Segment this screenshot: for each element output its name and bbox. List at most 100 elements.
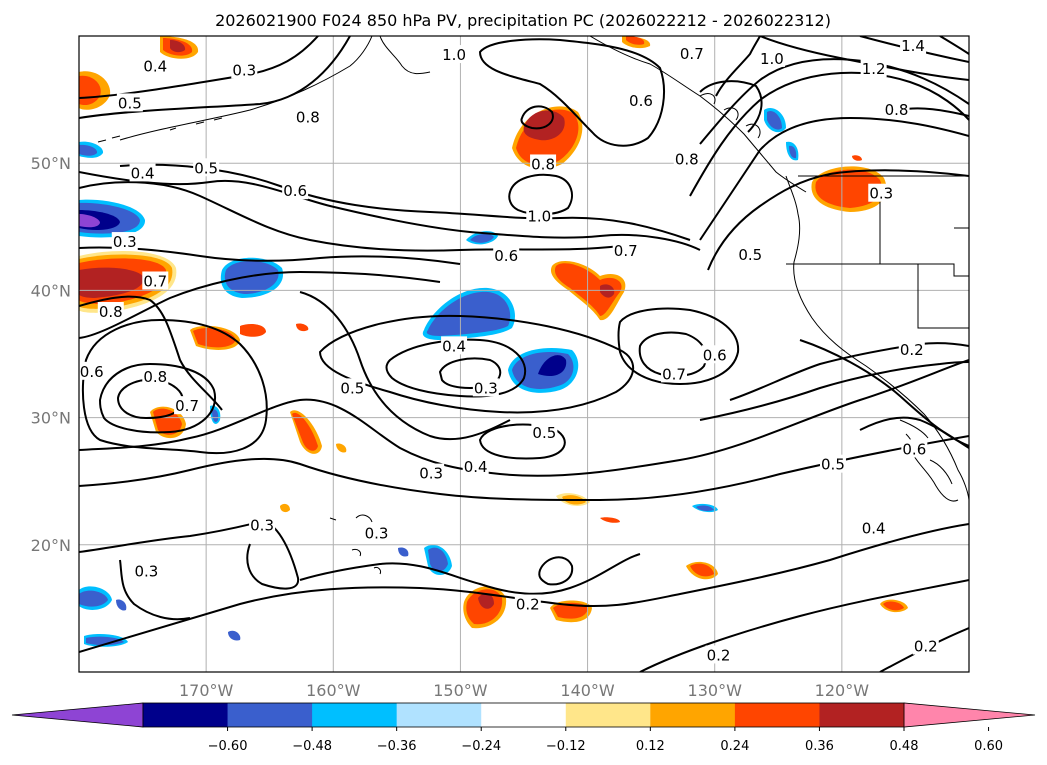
contour-label-bg xyxy=(678,43,705,62)
colorbar-tick-label: −0.24 xyxy=(461,739,501,754)
contour-label: 1.4 xyxy=(901,37,925,55)
contour-label: 0.8 xyxy=(675,150,699,168)
contour-label: 0.2 xyxy=(707,646,731,664)
contour-label: 0.8 xyxy=(885,101,909,119)
contour-label: 0.3 xyxy=(419,465,443,483)
contour-label: 0.3 xyxy=(232,61,256,79)
contour-label: 0.2 xyxy=(900,341,924,359)
colorbar-cell-6 xyxy=(650,703,736,727)
contour-label-bg xyxy=(819,454,846,473)
contour-label-bg xyxy=(612,240,639,259)
map-area[interactable]: 0.4 0.30.50.80.50.40.60.30.70.80.6 0.80.71… xyxy=(79,36,969,672)
contour-label: 0.5 xyxy=(194,159,218,177)
latitude-tick-labels: 50°N 40°N 30°N 20°N xyxy=(31,154,71,555)
contour-label-bg xyxy=(530,154,557,173)
colorbar-cell-0 xyxy=(143,703,229,727)
contour-label: 0.3 xyxy=(474,379,498,397)
contour-label-bg xyxy=(142,271,169,290)
colorbar-cell-8 xyxy=(819,703,905,727)
contour-label-bg xyxy=(661,364,688,383)
colorbar: −0.60 −0.48 −0.36 −0.24 −0.12 0.12 0.24 0.36 0.4… xyxy=(11,702,1036,754)
contour-label-bg xyxy=(627,90,654,109)
contour-label-bg xyxy=(705,645,732,664)
colorbar-tick-label: −0.12 xyxy=(546,739,586,754)
contour-label-bg xyxy=(282,181,309,200)
contour-label-bg xyxy=(418,463,445,482)
contour-label-bg xyxy=(142,366,169,385)
lon-tick-label: 130°W xyxy=(688,681,743,700)
contour-label: 0.5 xyxy=(532,424,556,442)
contour-label-bg xyxy=(129,163,156,182)
contour-label-bg xyxy=(294,107,321,126)
contour-labels: 0.4 0.30.50.80.50.40.60.30.70.80.6 0.80.71… xyxy=(79,36,939,664)
contour-label-bg xyxy=(116,93,143,112)
contour-label-bg xyxy=(97,302,124,321)
colorbar-tick-label: 0.60 xyxy=(974,739,1003,754)
colorbar-outline xyxy=(142,702,905,728)
contour-label-bg xyxy=(133,561,160,580)
colorbar-tick-label: 0.24 xyxy=(720,739,749,754)
contour-label: 0.7 xyxy=(680,45,704,63)
colorbar-cell-7 xyxy=(734,703,820,727)
contour-label-bg xyxy=(462,457,489,476)
contour-label-bg xyxy=(531,422,558,441)
colorbar-tick-label: 0.48 xyxy=(890,739,919,754)
contour-label: 0.2 xyxy=(516,596,540,614)
contour-label: 0.8 xyxy=(99,303,123,321)
longitude-tick-labels: 170°W 160°W 150°W 140°W 130°W 120°W xyxy=(179,681,869,700)
contour-label-bg xyxy=(493,246,520,265)
contour-label: 0.5 xyxy=(738,246,762,264)
contour-label-bg xyxy=(868,183,895,202)
lat-tick-label: 30°N xyxy=(31,409,71,428)
precip-shading xyxy=(79,36,908,647)
contour-label: 0.6 xyxy=(902,440,926,458)
contour-label: 0.7 xyxy=(662,365,686,383)
contour-label-bg xyxy=(249,515,276,534)
contour-label: 0.4 xyxy=(442,337,466,355)
colorbar-tick-label: −0.60 xyxy=(208,739,248,754)
contour-label: 0.7 xyxy=(614,242,638,260)
colorbar-tick-label: 0.12 xyxy=(636,739,665,754)
contour-label: 0.4 xyxy=(131,164,155,182)
contour-label-bg xyxy=(441,45,468,64)
lat-tick-label: 20°N xyxy=(31,536,71,555)
contour-label: 0.6 xyxy=(494,247,518,265)
lon-tick-label: 170°W xyxy=(179,681,234,700)
contour-label: 0.3 xyxy=(134,563,158,581)
contour-label-bg xyxy=(883,99,910,118)
contour-label-bg xyxy=(174,396,201,415)
contour-label-bg xyxy=(673,149,700,168)
contour-label: 0.8 xyxy=(143,368,167,386)
lon-tick-label: 150°W xyxy=(433,681,488,700)
contour-label: 0.5 xyxy=(340,379,364,397)
contour-label: 0.4 xyxy=(143,58,167,76)
contour-label-bg xyxy=(901,439,928,458)
contour-label: 0.6 xyxy=(283,182,307,200)
colorbar-extend-high xyxy=(903,702,1036,728)
contour-label-bg xyxy=(860,518,887,537)
contour-label: 0.3 xyxy=(113,233,137,251)
contour-label: 0.3 xyxy=(869,185,893,203)
contour-label-bg xyxy=(900,36,927,55)
contour-label-bg xyxy=(758,48,785,67)
contour-label-bg xyxy=(193,158,220,177)
lon-tick-label: 120°W xyxy=(815,681,870,700)
lat-tick-label: 50°N xyxy=(31,154,71,173)
colorbar-tick-label: 0.36 xyxy=(805,739,834,754)
contour-label: 0.5 xyxy=(118,94,142,112)
colorbar-extend-low xyxy=(11,702,144,728)
contour-label: 0.6 xyxy=(80,363,104,381)
contour-label: 0.6 xyxy=(629,92,653,110)
contour-label: 1.0 xyxy=(442,46,466,64)
contour-label: 0.3 xyxy=(365,524,389,542)
map-frame xyxy=(78,35,970,673)
contour-label-bg xyxy=(860,59,887,78)
contour-label-bg xyxy=(231,60,258,79)
contour-label-bg xyxy=(898,340,925,359)
contour-label: 0.4 xyxy=(862,519,886,537)
contour-label-bg xyxy=(339,378,366,397)
contour-label-bg xyxy=(111,232,138,251)
contour-label: 0.6 xyxy=(703,346,727,364)
contour-label: 0.2 xyxy=(914,638,938,656)
